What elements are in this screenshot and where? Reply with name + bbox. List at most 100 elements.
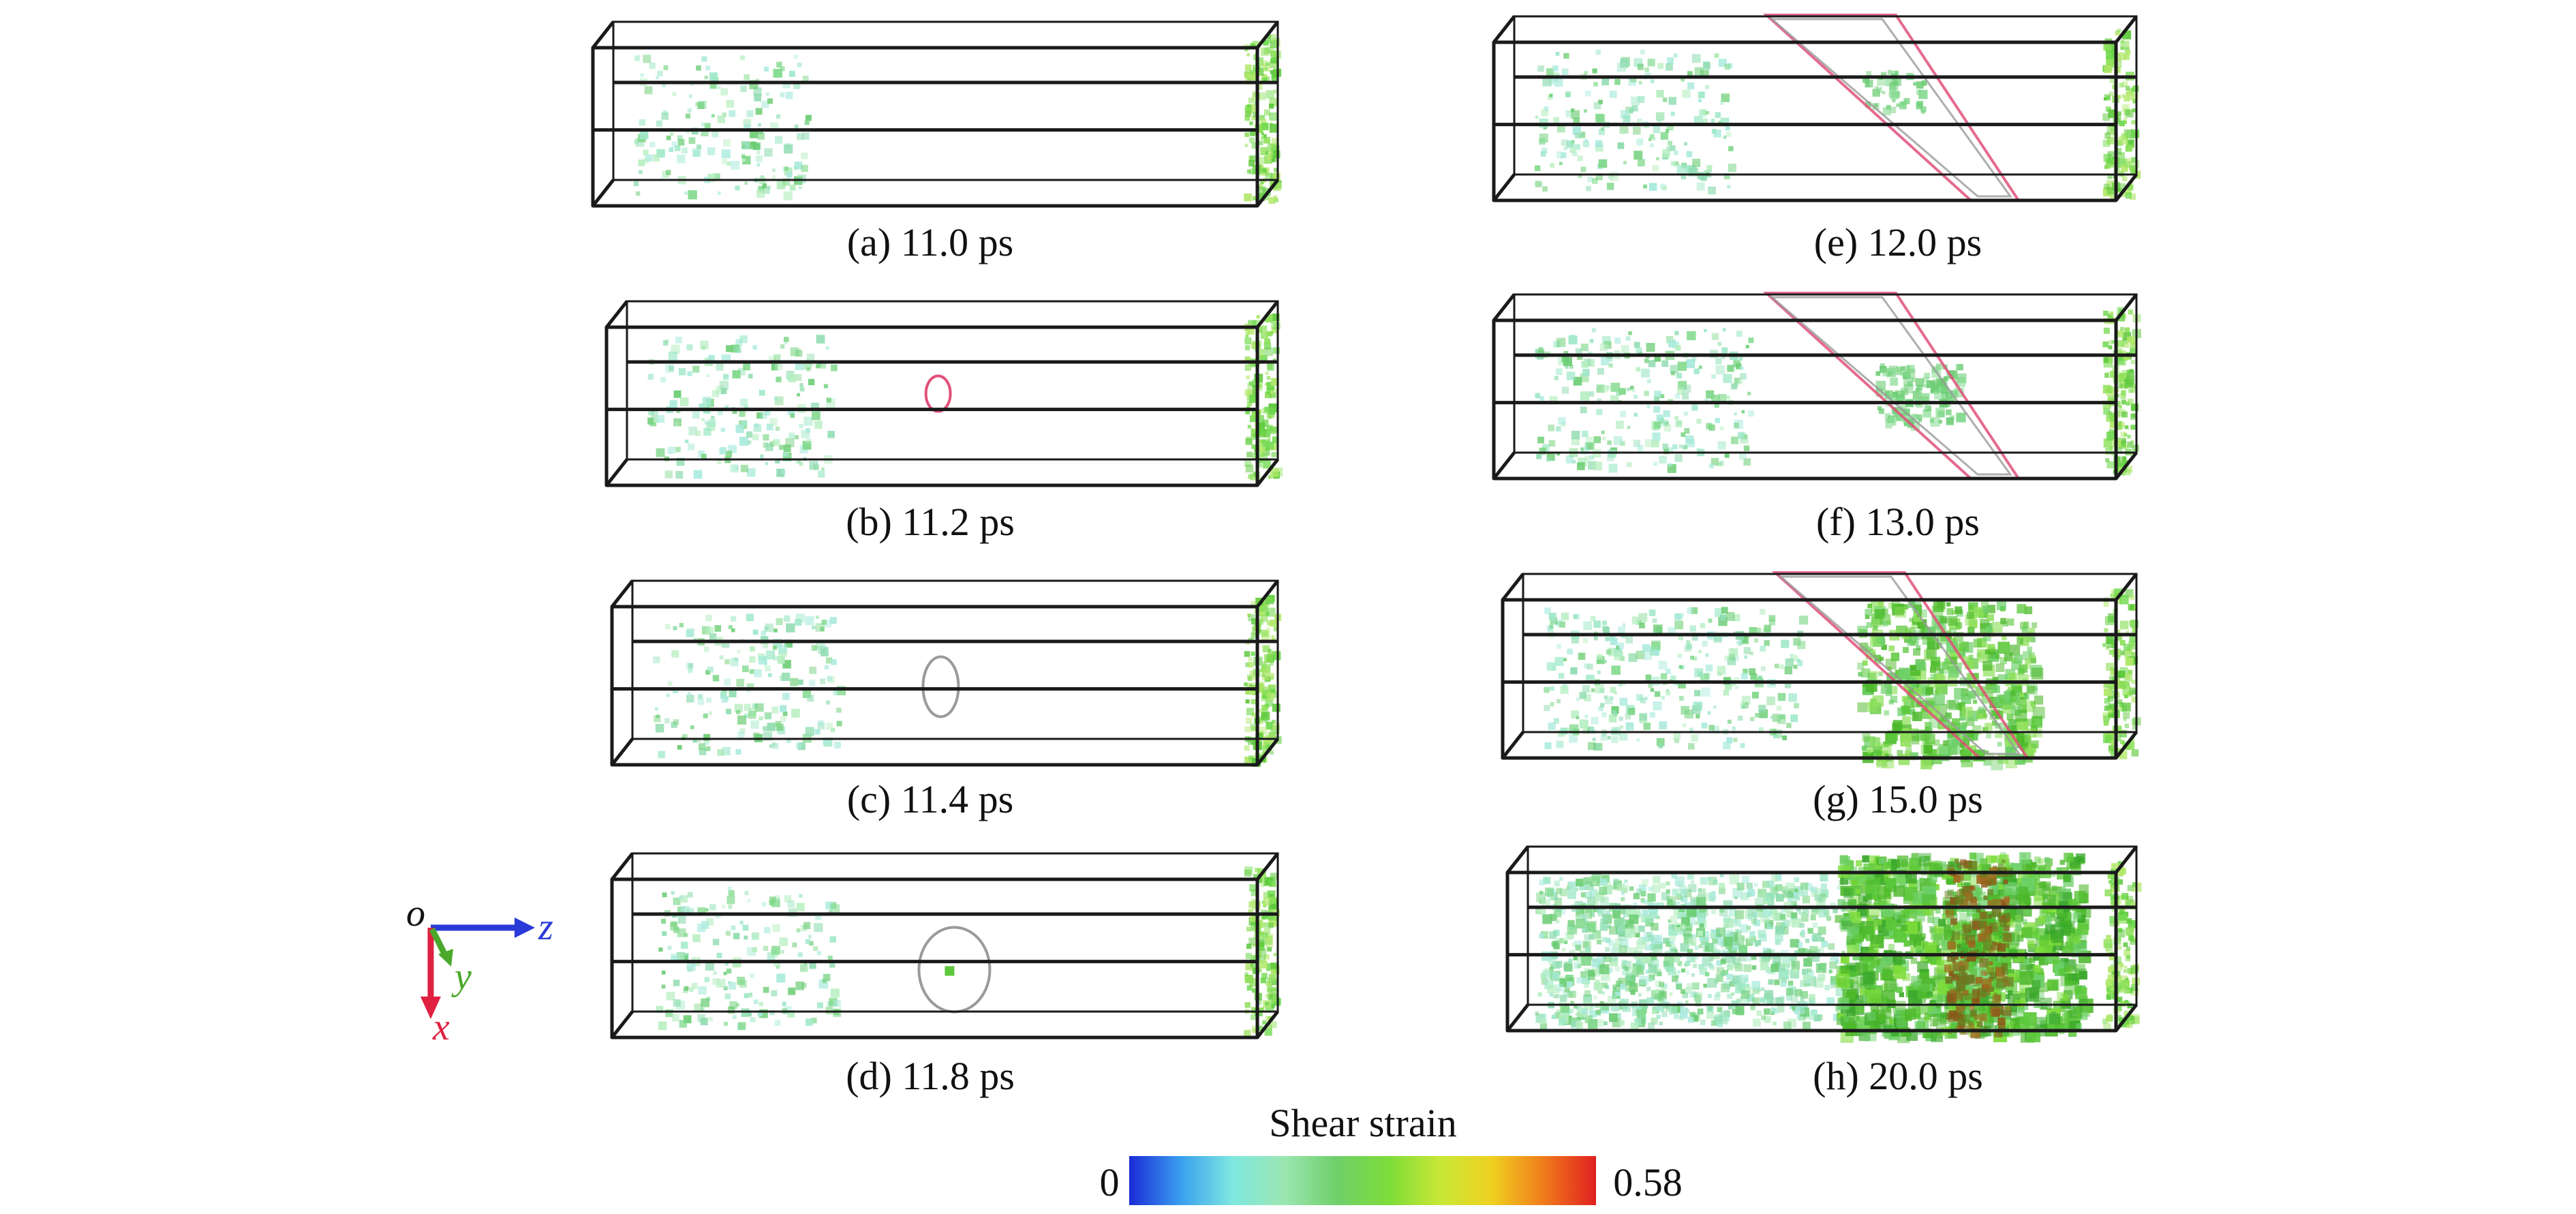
strain-atom: [1692, 159, 1701, 167]
strain-atom: [739, 335, 748, 344]
strain-atom: [1259, 948, 1267, 956]
strain-atom: [1253, 874, 1259, 880]
strain-atom: [2064, 981, 2079, 995]
strain-atom: [667, 446, 675, 454]
strain-atom: [823, 740, 827, 744]
strain-atom: [1905, 872, 1917, 884]
strain-atom: [796, 742, 802, 749]
strain-atom: [2064, 959, 2077, 972]
strain-atom: [1895, 414, 1903, 421]
strain-atom: [1702, 641, 1708, 647]
strain-atom: [775, 426, 780, 431]
strain-atom: [1663, 410, 1670, 417]
strain-atom: [2034, 856, 2041, 864]
strain-atom: [1617, 642, 1625, 649]
box-front-face: [1492, 318, 2118, 481]
strain-atom: [2123, 942, 2128, 947]
strain-atom: [2104, 65, 2112, 74]
strain-atom: [1582, 140, 1590, 147]
strain-atom: [1605, 937, 1611, 943]
strain-atom: [1575, 1012, 1578, 1016]
strain-atom: [1713, 130, 1721, 138]
strain-atom: [1252, 41, 1261, 49]
strain-atom: [2103, 408, 2110, 415]
strain-atom: [2046, 981, 2053, 987]
strain-atom: [1583, 621, 1592, 631]
strain-atom: [1955, 622, 1963, 629]
strain-atom: [1662, 443, 1668, 450]
strain-atom: [1553, 117, 1560, 123]
strain-atom: [705, 746, 711, 751]
strain-atom: [1999, 657, 2008, 665]
strain-atom: [1662, 185, 1667, 191]
strain-atom: [1910, 957, 1918, 965]
strain-atom: [711, 390, 720, 397]
strain-atom: [2053, 949, 2059, 954]
strain-atom: [2003, 705, 2012, 714]
strain-atom: [1601, 991, 1606, 995]
strain-atom: [2132, 99, 2137, 104]
strain-atom: [1912, 712, 1922, 721]
strain-atom: [1246, 943, 1252, 949]
strain-atom: [1557, 124, 1565, 133]
strain-atom: [1818, 894, 1826, 901]
strain-atom: [2103, 153, 2112, 162]
strain-atom: [1869, 737, 1880, 748]
strain-atom: [1805, 939, 1810, 943]
strain-atom: [667, 681, 673, 686]
strain-atom: [639, 170, 643, 174]
strain-atom: [1645, 674, 1651, 680]
strain-atom: [1644, 67, 1649, 72]
strain-atom: [1557, 699, 1561, 703]
strain-atom: [1600, 734, 1608, 741]
strain-atom: [831, 659, 837, 665]
strain-atom: [787, 407, 795, 415]
strain-atom: [724, 678, 731, 686]
strain-atom: [2010, 695, 2017, 702]
strain-atom: [791, 709, 800, 718]
strain-atom: [1638, 81, 1642, 85]
strain-atom: [1593, 102, 1601, 110]
box-edge: [611, 738, 634, 766]
strain-atom: [1688, 883, 1697, 892]
strain-atom: [1634, 412, 1638, 417]
strain-atom: [1821, 941, 1828, 947]
strain-atom: [1261, 74, 1268, 80]
strain-atom: [656, 120, 662, 127]
strain-atom: [783, 451, 788, 457]
strain-atom: [2109, 446, 2113, 450]
strain-atom: [1251, 618, 1258, 625]
strain-atom: [1587, 177, 1593, 183]
strain-atom: [1258, 92, 1266, 100]
box-edge: [605, 458, 628, 487]
strain-atom: [1881, 1008, 1892, 1019]
strain-atom: [667, 945, 672, 950]
strain-atom: [2126, 631, 2129, 634]
strain-atom: [1929, 419, 1934, 423]
strain-atom: [688, 663, 694, 669]
strain-atom: [1270, 872, 1278, 880]
strain-atom: [664, 470, 673, 479]
strain-atom: [1733, 614, 1741, 622]
strain-atom: [758, 185, 765, 193]
strain-atom: [784, 144, 793, 154]
strain-atom: [1616, 1013, 1621, 1019]
strain-atom: [1249, 155, 1256, 162]
strain-atom: [2109, 91, 2114, 96]
strain-atom: [796, 902, 805, 911]
strain-atom: [2103, 327, 2110, 334]
strain-atom: [2023, 1012, 2037, 1026]
strain-atom: [2124, 425, 2129, 429]
strain-atom: [829, 617, 837, 624]
strain-atom: [1882, 608, 1888, 616]
strain-atom: [1874, 654, 1881, 662]
strain-atom: [1792, 1006, 1796, 1010]
strain-atom: [712, 675, 720, 682]
strain-atom: [1260, 136, 1264, 140]
strain-atom: [1252, 688, 1259, 695]
strain-atom: [751, 141, 756, 146]
strain-atom: [807, 695, 814, 702]
strain-atom: [834, 742, 841, 748]
strain-atom: [1259, 440, 1264, 444]
strain-atom: [2111, 907, 2116, 912]
